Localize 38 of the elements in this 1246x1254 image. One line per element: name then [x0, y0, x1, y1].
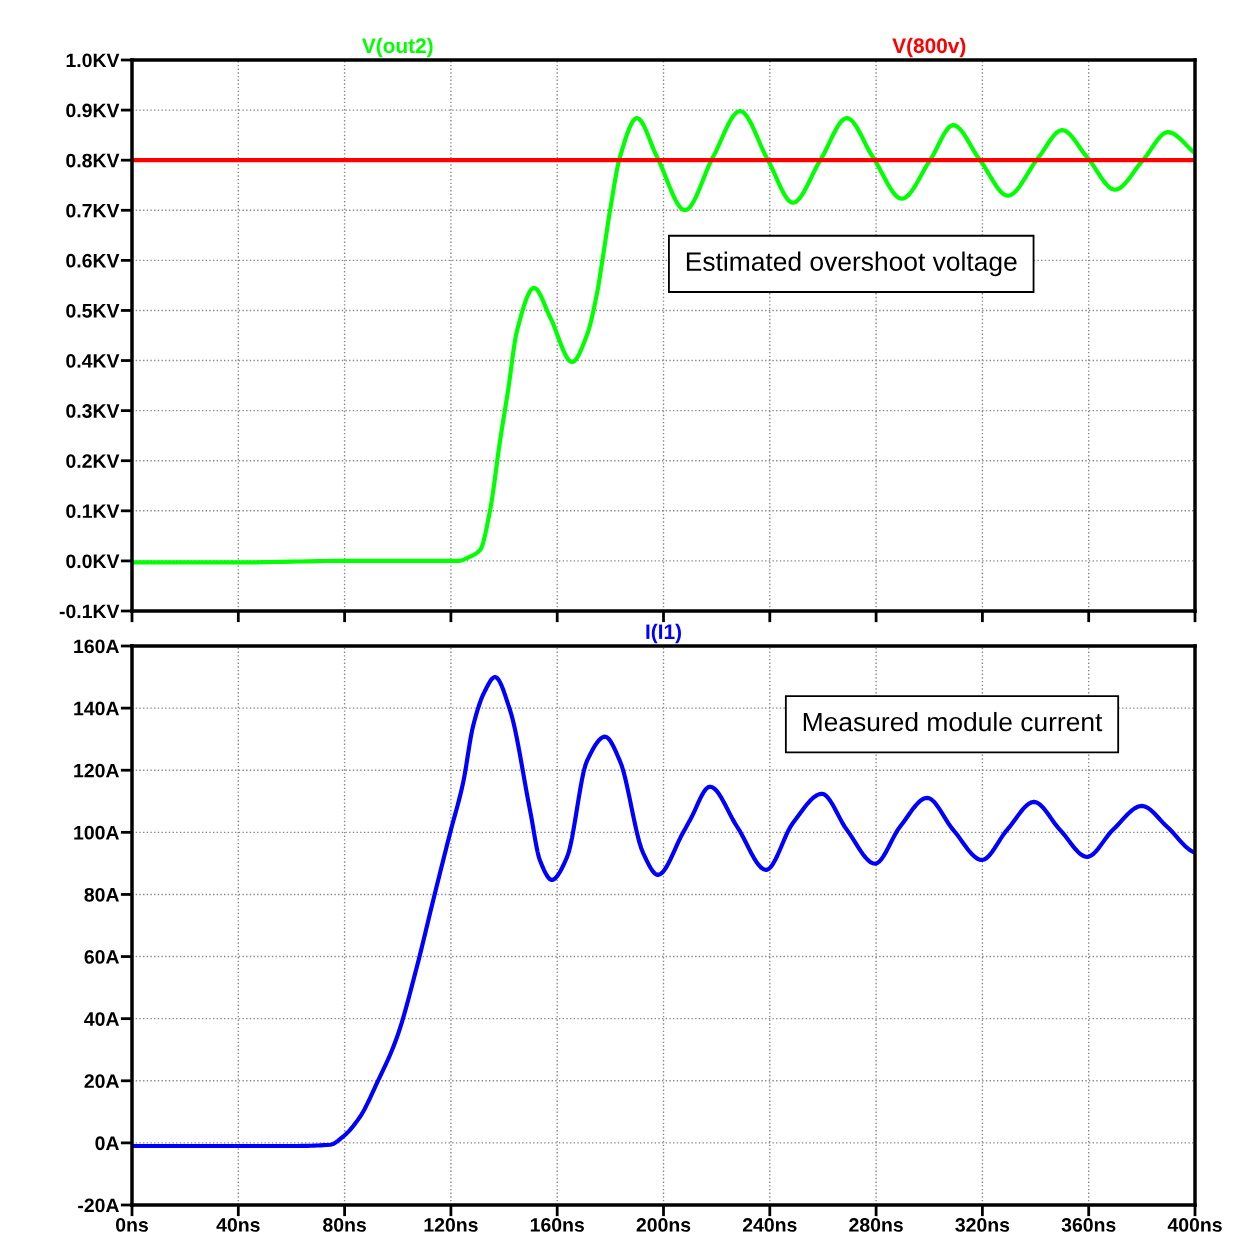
text: V(out2) — [362, 37, 433, 58]
x-tick-label: 200ns — [636, 1218, 691, 1232]
text: I(I1) — [646, 623, 681, 644]
x-tick-label: 80ns — [323, 1218, 366, 1232]
y-tick-label: 0A — [95, 1136, 119, 1151]
x-tick-label: 40ns — [216, 1218, 260, 1232]
x-tick-label: 120ns — [424, 1218, 478, 1232]
y-tick-label: -20A — [78, 1198, 119, 1213]
y-tick-label: 0.9KV — [66, 103, 120, 118]
y-tick-label: 0.5KV — [66, 303, 120, 318]
y-tick-label: 0.4KV — [66, 354, 120, 368]
y-tick-label: 0.7KV — [66, 203, 120, 218]
x-tick-label: 400ns — [1167, 1218, 1222, 1232]
y-tick-label: 0.1KV — [66, 504, 120, 519]
x-tick-label: 360ns — [1061, 1218, 1116, 1232]
y-tick-label: 120A — [74, 763, 119, 778]
y-tick-label: 140A — [74, 701, 119, 716]
y-tick-label: 80A — [84, 887, 119, 902]
y-tick-label: 0.2KV — [66, 454, 120, 468]
annotation: Measured module current — [803, 711, 1103, 732]
y-tick-label: 60A — [84, 950, 119, 964]
x-tick-label: 240ns — [742, 1218, 797, 1232]
y-tick-label: 0.0KV — [66, 554, 120, 569]
text: V(800v) — [892, 37, 966, 58]
annotation: Estimated overshoot voltage — [686, 251, 1017, 277]
y-tick-label: 0.8KV — [66, 153, 120, 168]
y-tick-label: 100A — [74, 825, 119, 840]
x-tick-label: 160ns — [530, 1218, 584, 1232]
y-tick-label: 1.0KV — [66, 53, 120, 68]
x-tick-label: 320ns — [955, 1218, 1010, 1232]
y-tick-label: 160A — [74, 639, 119, 654]
y-tick-label: 0.3KV — [66, 404, 120, 418]
y-tick-label: -0.1KV — [59, 604, 120, 619]
y-tick-label: 40A — [84, 1012, 119, 1026]
y-tick-label: 20A — [84, 1074, 119, 1089]
x-tick-label: 280ns — [849, 1218, 903, 1232]
x-tick-label: 0ns — [116, 1218, 148, 1232]
y-tick-label: 0.6KV — [66, 253, 120, 268]
